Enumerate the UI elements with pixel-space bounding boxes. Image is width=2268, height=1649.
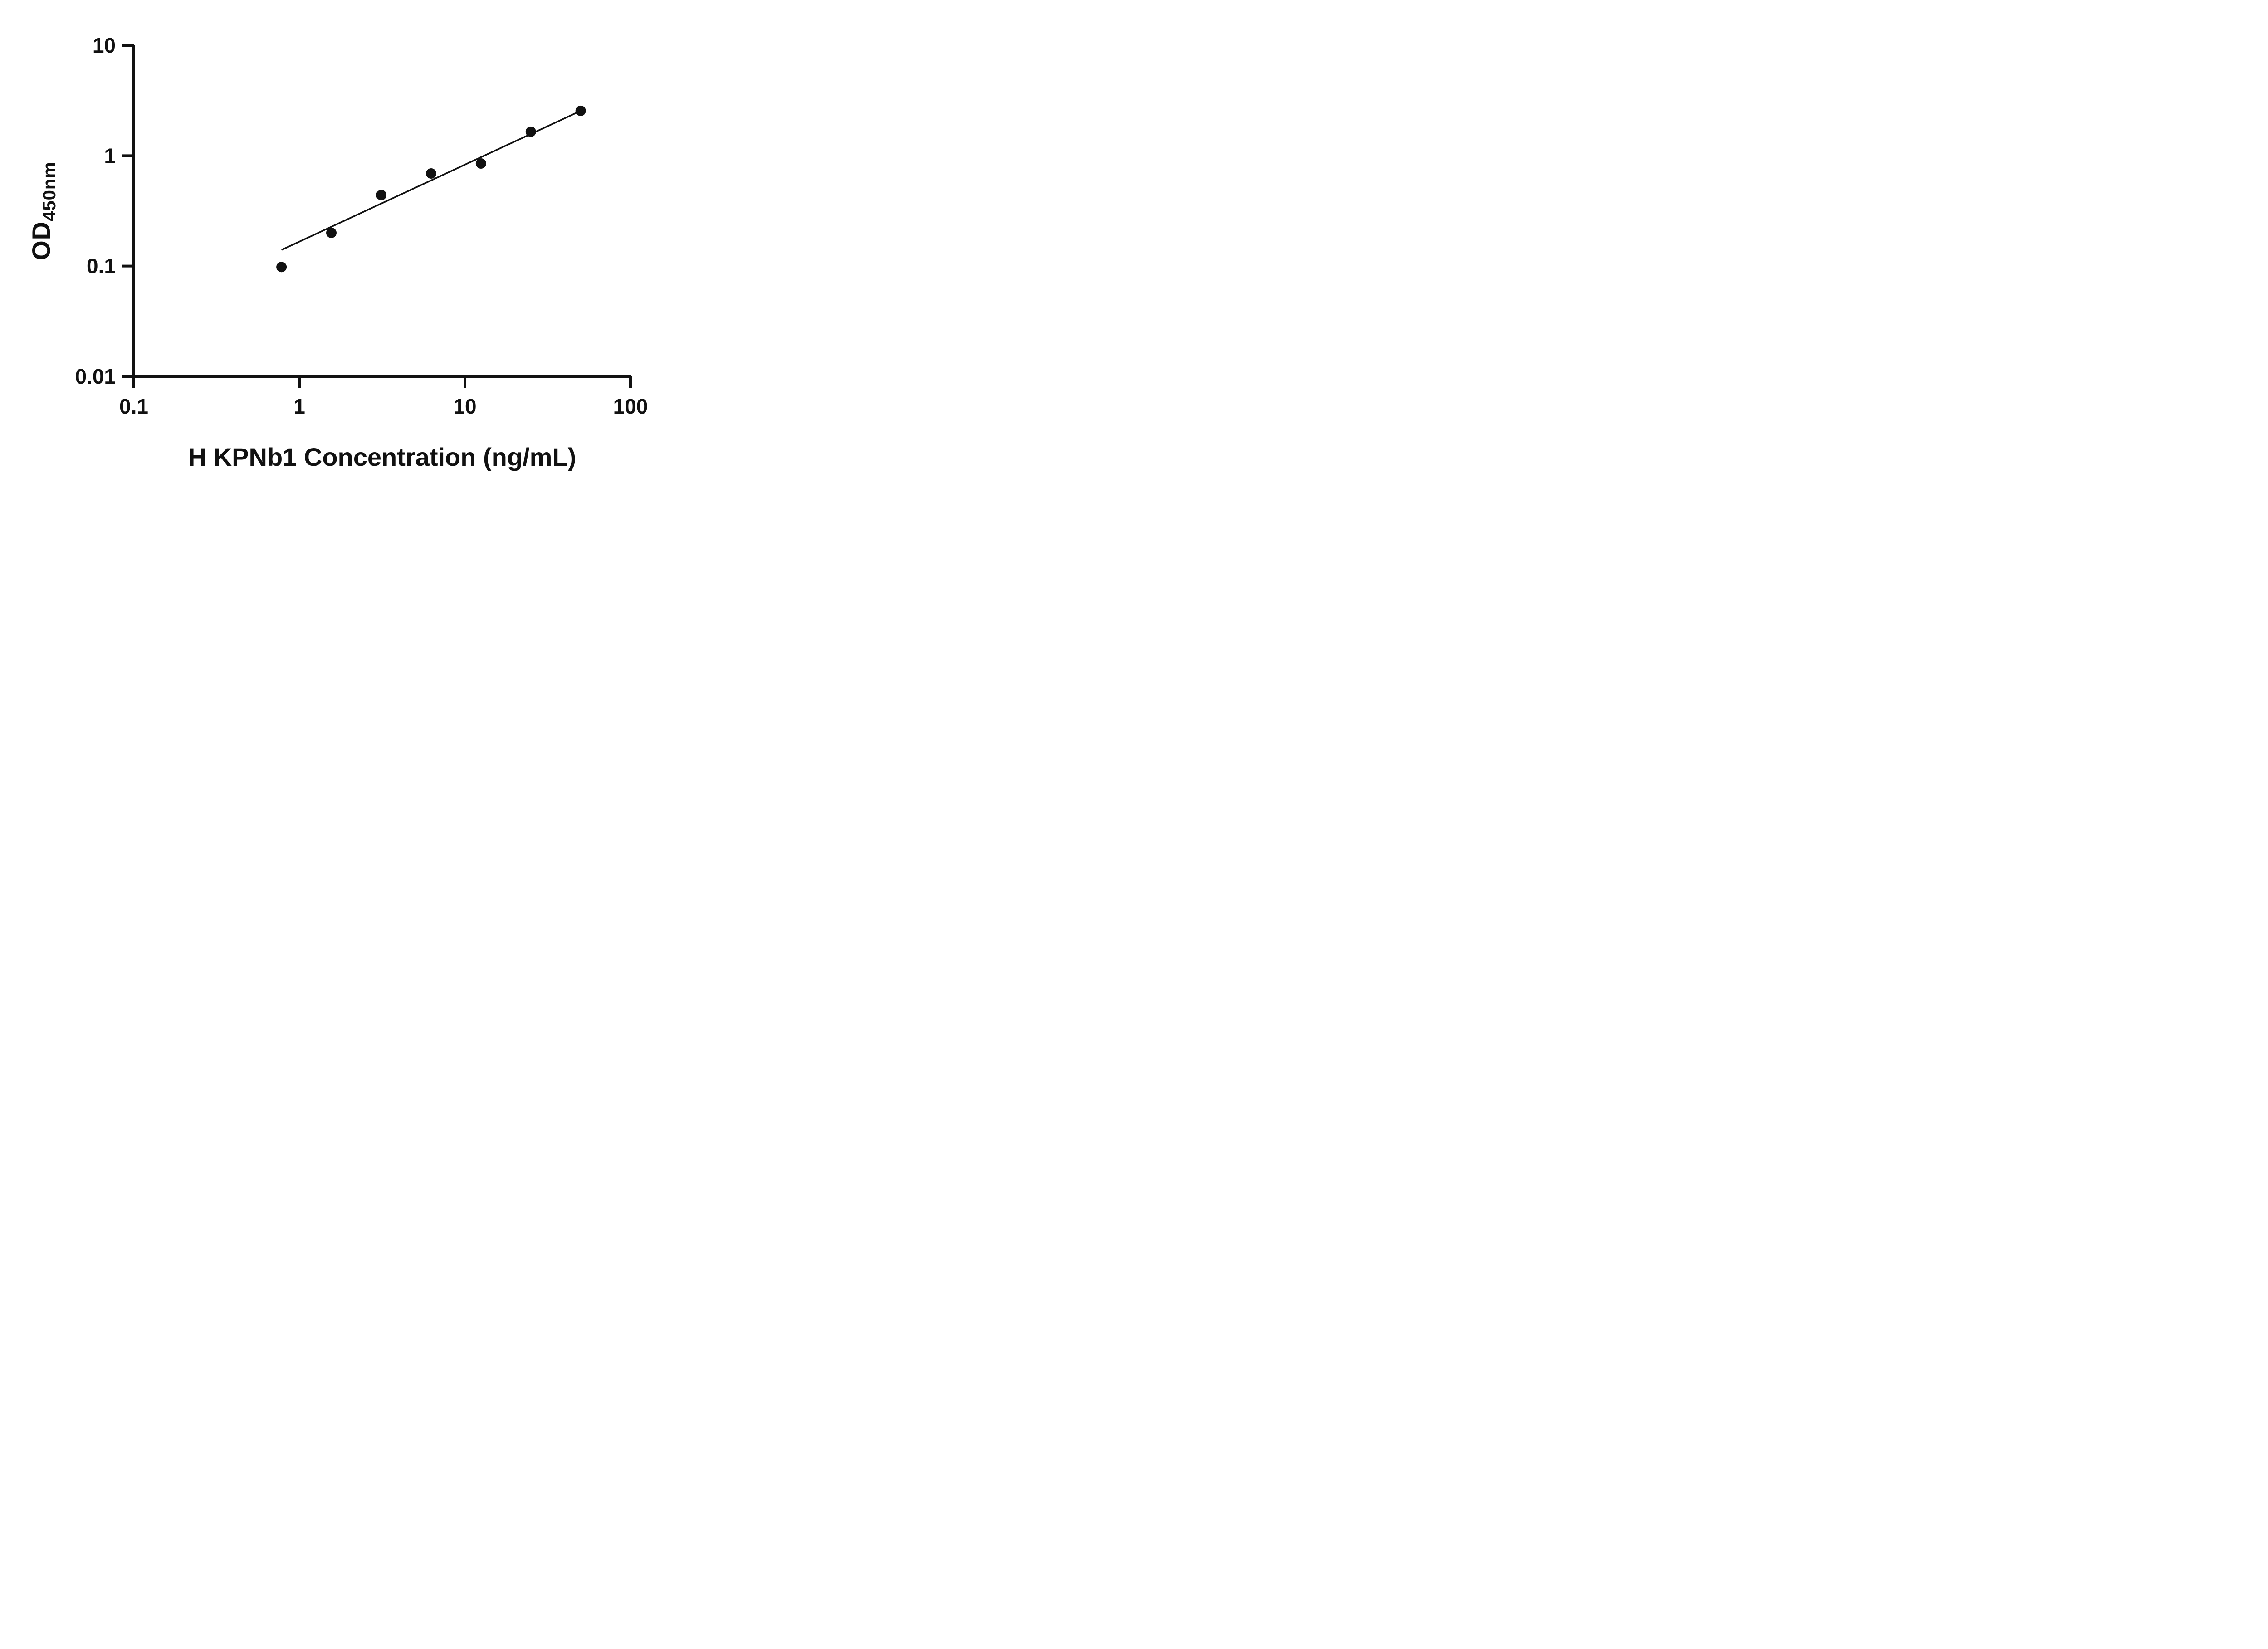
x-axis-title: H KPNb1 Concentration (ng/mL) — [188, 443, 577, 471]
data-point — [276, 262, 287, 273]
y-axis-tick-label: 0.1 — [87, 254, 116, 278]
data-point — [376, 190, 387, 200]
y-axis-title: OD450nm — [26, 161, 60, 260]
data-point — [425, 168, 436, 179]
data-point — [575, 105, 586, 116]
data-point — [525, 126, 536, 137]
y-axis-title-subscript: 450nm — [39, 161, 59, 221]
x-axis-tick-label: 0.1 — [119, 395, 148, 418]
x-axis-tick-label: 10 — [453, 395, 476, 418]
data-point — [475, 158, 486, 169]
y-axis-tick-label: 1 — [104, 144, 116, 167]
axes — [132, 45, 631, 378]
y-axis-title-main: OD — [27, 221, 55, 260]
y-axis-tick-label: 10 — [93, 34, 116, 57]
elisa-standard-curve-figure: 0.01 0.1 1 10 0.1 1 10 100 OD450nm H KPNb1 Conc… — [0, 0, 703, 494]
x-axis-tick-label: 1 — [293, 395, 305, 418]
y-axis-tick-label: 0.01 — [75, 365, 116, 388]
x-axis-tick-label: 100 — [613, 395, 648, 418]
data-point — [326, 227, 337, 238]
